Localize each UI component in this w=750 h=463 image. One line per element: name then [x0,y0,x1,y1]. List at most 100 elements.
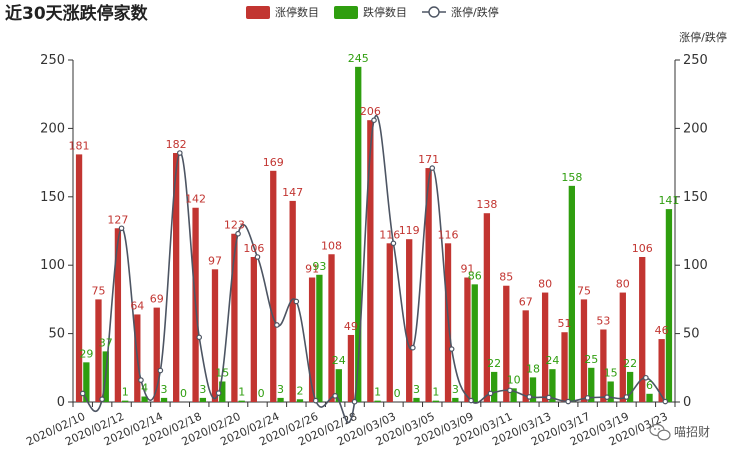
bar-limit-down[interactable] [510,388,517,402]
ratio-point[interactable] [371,117,377,123]
ratio-point[interactable] [157,367,164,374]
bar-limit-up[interactable] [619,292,626,402]
ratio-point[interactable] [196,334,203,341]
ratio-point[interactable] [118,225,125,232]
bar-limit-up[interactable] [75,154,83,402]
bar-limit-up[interactable] [483,213,491,402]
bar-limit-down[interactable] [568,185,575,402]
bar-limit-down[interactable] [277,397,284,402]
bar-limit-down[interactable] [646,393,653,402]
ratio-point[interactable] [99,396,105,403]
ratio-point[interactable] [507,387,513,394]
legend-item-0[interactable]: 涨停数目 [246,5,319,19]
ratio-point[interactable] [312,397,319,404]
ratio-point[interactable] [545,394,552,401]
data-label-limit-up: 75 [91,284,105,297]
ratio-point[interactable] [487,390,494,397]
bar-limit-up[interactable] [522,310,529,402]
ratio-point[interactable] [604,394,610,400]
bar-limit-up[interactable] [114,228,122,402]
ratio-point[interactable] [332,393,338,399]
bar-limit-down[interactable] [471,284,478,402]
bar-limit-down[interactable] [549,369,556,402]
ratio-point[interactable] [351,398,358,405]
ratio-point[interactable] [429,165,436,171]
bar-limit-up[interactable] [250,256,257,402]
bar-limit-down[interactable] [626,371,634,402]
bar-limit-down[interactable] [432,400,440,402]
bar-limit-up[interactable] [639,256,646,402]
ratio-point[interactable] [293,298,300,305]
bar-limit-down[interactable] [491,371,498,402]
legend-item-1[interactable]: 跌停数目 [334,5,407,19]
bar-limit-down[interactable] [529,377,537,402]
ratio-point[interactable] [643,374,649,381]
ratio-point[interactable] [79,390,86,397]
ratio-point[interactable] [410,344,416,351]
data-label-limit-up: 51 [558,317,572,330]
bar-limit-down[interactable] [665,209,673,402]
bar-limit-up[interactable] [386,243,393,402]
bar-limit-up[interactable] [270,170,277,402]
bar-limit-up[interactable] [406,239,413,402]
ratio-point[interactable] [274,322,280,328]
ratio-point[interactable] [448,346,455,352]
data-label-limit-up: 142 [185,193,206,206]
bar-limit-down[interactable] [335,369,342,402]
data-label-limit-up: 169 [263,156,284,169]
legend[interactable]: 涨停数目 跌停数目 涨停/跌停 [246,5,499,19]
data-label-limit-down: 2 [296,384,303,397]
bar-limit-up[interactable] [347,334,355,402]
ratio-point[interactable] [254,254,261,260]
ratio-point[interactable] [390,240,397,247]
ratio-point[interactable] [526,394,533,400]
bar-limit-up[interactable] [289,200,296,402]
ratio-point[interactable] [215,390,222,396]
bar-limit-down[interactable] [160,397,168,402]
bar-limit-down[interactable] [296,399,304,402]
bar-limit-up[interactable] [173,153,180,402]
bar-limit-down[interactable] [413,397,420,402]
bar-limit-up[interactable] [541,292,549,402]
bar-limit-up[interactable] [600,329,607,402]
bar-limit-up[interactable] [308,277,316,402]
bar-limit-down[interactable] [83,362,90,402]
bar-limit-down[interactable] [452,397,459,402]
bar-limit-down[interactable] [607,381,614,402]
ratio-point[interactable] [565,398,571,405]
bar-limit-down[interactable] [588,367,595,402]
legend-item-2[interactable]: 涨停/跌停 [422,5,499,19]
ratio-point[interactable] [177,150,183,156]
bar-limit-up[interactable] [464,277,471,402]
bar-limit-down[interactable] [199,397,207,402]
bar-limit-up[interactable] [580,299,588,402]
bar-limit-down[interactable] [141,396,148,402]
bar-limit-up[interactable] [231,233,238,402]
bar-limit-up[interactable] [425,168,432,402]
ratio-line [79,115,669,423]
legend-swatch [246,6,270,19]
watermark-text: 喵招财 [674,425,710,439]
bar-limit-up[interactable] [95,299,102,402]
bar-limit-up[interactable] [367,120,374,402]
ratio-point[interactable] [584,395,591,401]
bar-limit-down[interactable] [355,66,362,402]
ratio-point[interactable] [623,394,630,400]
bar-limit-down[interactable] [122,400,129,402]
bar-limit-down[interactable] [316,274,323,402]
bar-limit-up[interactable] [658,339,665,402]
ratio-point[interactable] [235,230,241,237]
bar-limit-up[interactable] [561,332,568,402]
bar-limit-down[interactable] [238,400,245,402]
bar-limit-up[interactable] [211,269,219,402]
bar-limit-down[interactable] [374,400,381,402]
y-tick-label-right: 50 [683,327,700,342]
ratio-point[interactable] [468,397,474,404]
bar-limit-up[interactable] [503,285,510,402]
bar-limit-up[interactable] [153,307,160,402]
bar-limit-down[interactable] [219,381,226,402]
y-tick-label-right: 100 [683,258,708,273]
ratio-point[interactable] [662,398,669,405]
bar-limit-up[interactable] [328,254,335,402]
ratio-point[interactable] [138,377,144,383]
